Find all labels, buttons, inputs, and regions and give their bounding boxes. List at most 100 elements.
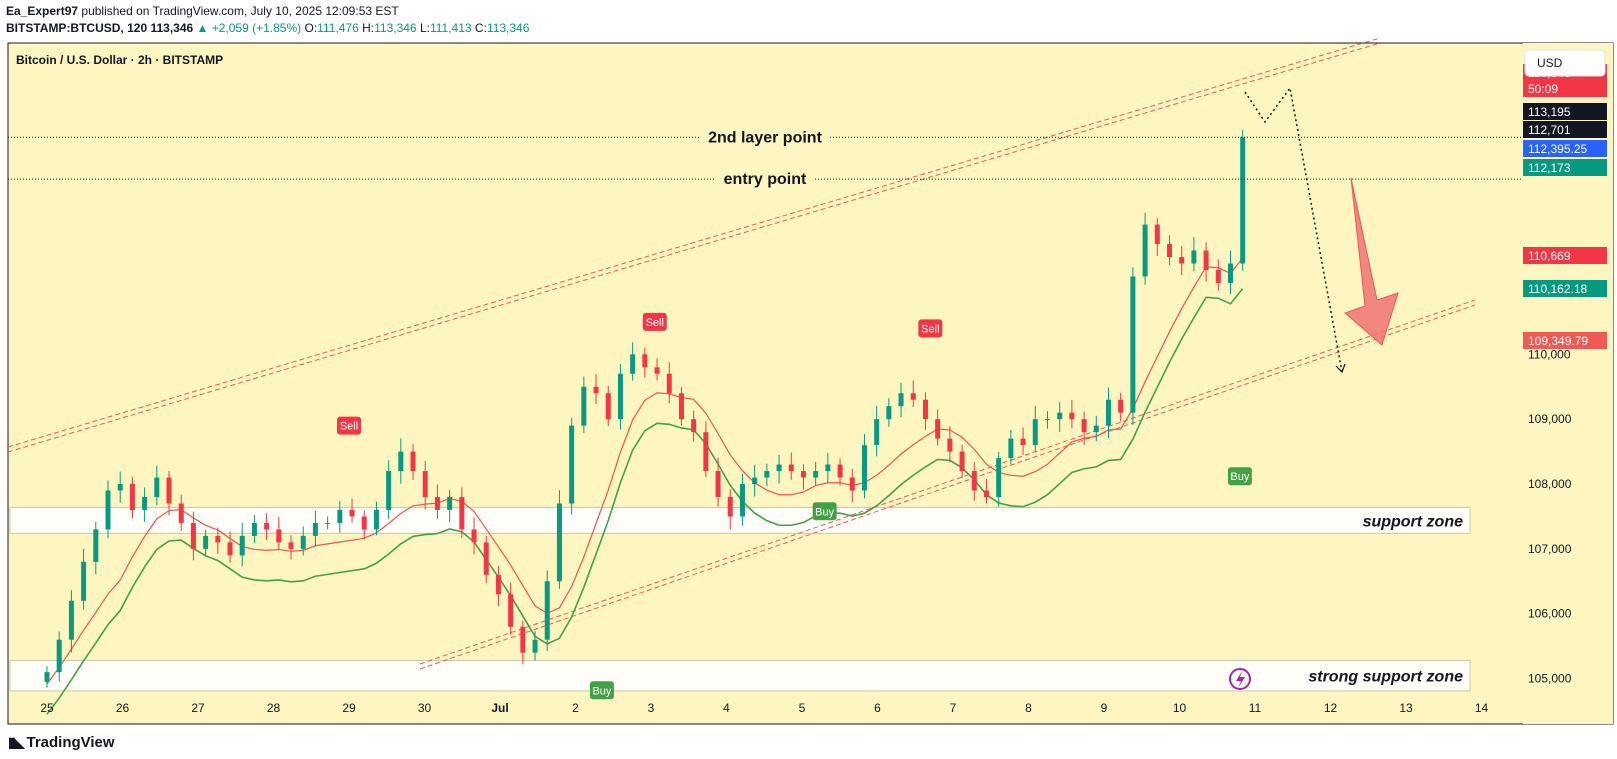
candle-body[interactable]	[1191, 250, 1197, 264]
candle-body[interactable]	[251, 522, 257, 536]
candle-body[interactable]	[581, 386, 587, 426]
candle-body[interactable]	[1227, 263, 1233, 283]
candle-body[interactable]	[996, 458, 1002, 497]
candle-body[interactable]	[739, 484, 745, 517]
candle-body[interactable]	[117, 484, 123, 491]
candle-body[interactable]	[508, 594, 514, 627]
candle-body[interactable]	[300, 535, 306, 549]
candle-body[interactable]	[190, 522, 196, 549]
candle-body[interactable]	[361, 516, 367, 530]
candle-body[interactable]	[983, 490, 989, 497]
candle-body[interactable]	[349, 509, 355, 517]
candle-body[interactable]	[373, 509, 379, 530]
candle-body[interactable]	[1166, 244, 1172, 258]
candle-body[interactable]	[642, 354, 648, 368]
candle-body[interactable]	[703, 432, 709, 472]
candle-body[interactable]	[1069, 412, 1075, 420]
candle-body[interactable]	[800, 471, 806, 478]
candle-body[interactable]	[239, 535, 245, 556]
candle-body[interactable]	[288, 542, 294, 549]
candle-body[interactable]	[410, 451, 416, 472]
candle-body[interactable]	[422, 471, 428, 497]
candle-body[interactable]	[154, 477, 160, 497]
currency-selector[interactable]	[1524, 49, 1606, 77]
candle-body[interactable]	[105, 490, 111, 530]
candle-body[interactable]	[666, 373, 672, 394]
candle-body[interactable]	[264, 522, 270, 530]
candle-body[interactable]	[471, 529, 477, 543]
candle-body[interactable]	[215, 535, 221, 543]
candle-body[interactable]	[959, 451, 965, 472]
tradingview-logo[interactable]: ▮◣ TradingView	[8, 734, 115, 751]
candle-body[interactable]	[276, 529, 282, 543]
candle-body[interactable]	[398, 451, 404, 472]
author-name[interactable]: Ea_Expert97	[6, 4, 79, 18]
candle-body[interactable]	[166, 477, 172, 504]
candle-body[interactable]	[947, 438, 953, 452]
candle-body[interactable]	[788, 464, 794, 472]
candle-body[interactable]	[971, 471, 977, 491]
candle-body[interactable]	[1203, 250, 1209, 270]
candle-body[interactable]	[520, 626, 526, 653]
candle-body[interactable]	[93, 529, 99, 562]
candle-body[interactable]	[1093, 425, 1099, 433]
candle-body[interactable]	[1179, 257, 1185, 264]
candle-body[interactable]	[715, 471, 721, 497]
lightning-icon[interactable]	[1229, 668, 1251, 690]
candle-body[interactable]	[434, 497, 440, 510]
candle-body[interactable]	[447, 497, 453, 510]
buy-signal[interactable]	[589, 681, 614, 700]
candle-body[interactable]	[325, 522, 331, 524]
sell-signal[interactable]	[918, 319, 943, 338]
candle-body[interactable]	[569, 425, 575, 504]
candle-body[interactable]	[556, 503, 562, 582]
candle-body[interactable]	[532, 639, 538, 653]
candle-body[interactable]	[886, 406, 892, 420]
candle-body[interactable]	[1020, 438, 1026, 446]
candle-body[interactable]	[752, 477, 758, 485]
candle-body[interactable]	[44, 672, 50, 682]
candle-body[interactable]	[630, 354, 636, 374]
candle-body[interactable]	[837, 464, 843, 478]
candle-body[interactable]	[386, 471, 392, 510]
candle-body[interactable]	[776, 464, 782, 472]
candle-body[interactable]	[764, 471, 770, 478]
candle-body[interactable]	[312, 522, 318, 536]
candle-body[interactable]	[544, 581, 550, 640]
candle-body[interactable]	[691, 419, 697, 433]
candle-body[interactable]	[678, 393, 684, 420]
candle-body[interactable]	[1105, 399, 1111, 426]
candle-body[interactable]	[727, 497, 733, 517]
candle-body[interactable]	[654, 367, 660, 374]
sell-signal[interactable]	[642, 312, 667, 331]
currency-label[interactable]: USD	[1537, 56, 1563, 70]
candle-body[interactable]	[935, 419, 941, 439]
buy-signal[interactable]	[1227, 467, 1252, 486]
candle-body[interactable]	[861, 445, 867, 491]
candle-body[interactable]	[874, 419, 880, 446]
sell-signal[interactable]	[337, 416, 361, 435]
candle-body[interactable]	[849, 477, 855, 491]
candle-body[interactable]	[203, 535, 209, 549]
candle-body[interactable]	[495, 574, 501, 595]
candle-body[interactable]	[813, 471, 819, 478]
candle-body[interactable]	[1032, 419, 1038, 446]
candle-body[interactable]	[459, 497, 465, 530]
candle-body[interactable]	[337, 509, 343, 523]
candle-body[interactable]	[1008, 438, 1014, 459]
candle-body[interactable]	[593, 386, 599, 394]
candle-body[interactable]	[142, 497, 148, 510]
candle-body[interactable]	[605, 393, 611, 420]
candle-body[interactable]	[910, 393, 916, 400]
candle-body[interactable]	[825, 464, 831, 472]
candle-body[interactable]	[68, 600, 74, 640]
candle-body[interactable]	[1142, 224, 1148, 277]
candle-body[interactable]	[922, 399, 928, 420]
candle-body[interactable]	[617, 373, 623, 420]
candle-body[interactable]	[1081, 419, 1087, 433]
candle-body[interactable]	[1057, 412, 1063, 420]
candle-body[interactable]	[1118, 399, 1124, 413]
candle-body[interactable]	[1215, 270, 1221, 283]
buy-signal[interactable]	[812, 502, 837, 521]
